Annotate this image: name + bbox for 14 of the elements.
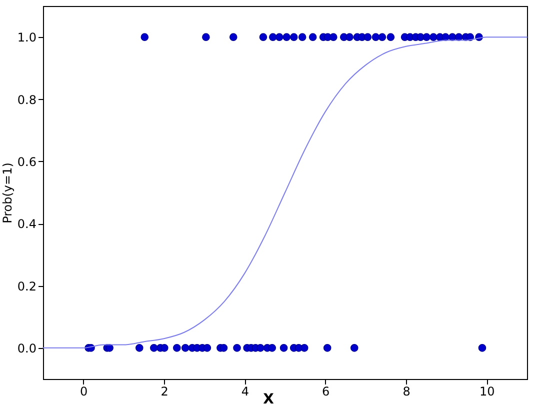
x-axis-title: X <box>263 392 274 406</box>
x-tick-label: 4 <box>241 384 249 398</box>
y-tick-label: 0.6 <box>17 154 36 169</box>
y-tick-label: 0.4 <box>17 217 36 232</box>
x-tick-label: 0 <box>80 384 88 398</box>
y-tick-label: 0.8 <box>17 92 36 107</box>
y-tick-label: 1.0 <box>17 30 36 45</box>
y-tick-label: 0.0 <box>17 341 36 356</box>
x-tick-label: 6 <box>322 384 330 398</box>
x-tick-label: 10 <box>480 384 495 398</box>
y-axis-title: Prob(y=1) <box>0 162 14 224</box>
x-tick-label: 2 <box>160 384 168 398</box>
x-tick-label: 8 <box>402 384 410 398</box>
y-tick-label: 0.2 <box>17 279 36 294</box>
